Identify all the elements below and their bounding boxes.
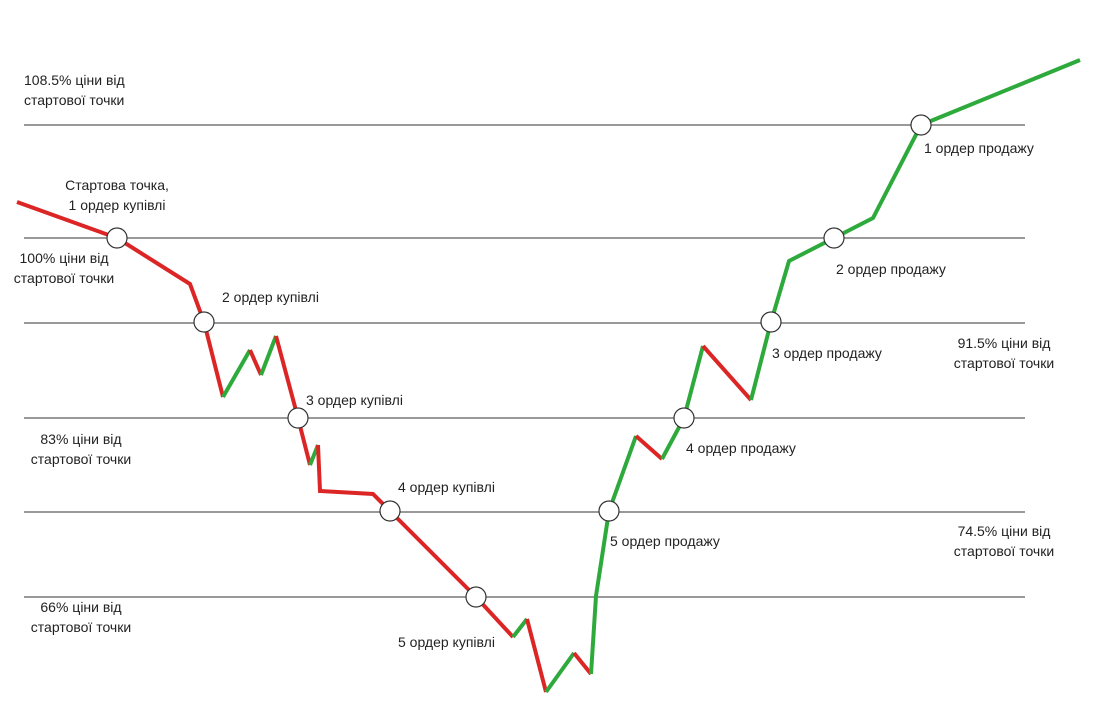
start-point-order: 1 ордер купівлі [68, 197, 166, 213]
price-path-falling-7 [316, 444, 515, 639]
buy-order-5-marker [465, 586, 487, 608]
level-label-line2: стартової точки [24, 92, 125, 108]
buy-order-2-label: 2 ордер купівлі [222, 289, 319, 305]
level-label-line1: 108.5% ціни від [24, 72, 125, 88]
price-path-falling-15 [701, 344, 753, 402]
level-label-66: 66% ціни від стартової точки [22, 597, 140, 637]
sell-order-1-marker [910, 114, 932, 136]
price-path-falling-9 [525, 618, 548, 693]
buy-order-2-marker [193, 311, 215, 333]
price-path-falling-5 [274, 335, 312, 466]
price-path-falling-13 [634, 434, 664, 461]
level-label-line1: 100% ціни від [19, 250, 109, 266]
level-label-line2: стартової точки [30, 451, 132, 467]
level-label-100: 100% ціни від стартової точки [6, 248, 122, 288]
price-path-rising-10 [544, 651, 576, 694]
buy-order-3-marker [287, 407, 309, 429]
level-label-91-5: 91.5% ціни від стартової точки [942, 333, 1066, 373]
level-label-line1: 66% ціни від [40, 599, 122, 615]
level-label-108-5: 108.5% ціни від стартової точки [24, 70, 125, 110]
sell-order-4-label: 4 ордер продажу [686, 440, 796, 456]
buy-order-4-marker [379, 500, 401, 522]
level-label-line2: стартової точки [953, 543, 1055, 559]
sell-order-2-label: 2 ордер продажу [836, 261, 946, 277]
sell-order-5-label: 5 ордер продажу [610, 533, 720, 549]
price-path-falling-1 [16, 200, 225, 398]
sell-order-3-marker [760, 311, 782, 333]
buy-order-4-label: 4 ордер купівлі [398, 479, 495, 495]
start-point-marker [106, 227, 128, 249]
buy-order-5-label: 5 ордер купівлі [398, 634, 495, 650]
price-path-falling-3 [248, 349, 263, 376]
level-label-line1: 91.5% ціни від [957, 335, 1051, 351]
level-label-83: 83% ціни від стартової точки [22, 429, 140, 469]
sell-order-1-label: 1 ордер продажу [924, 140, 1034, 156]
level-label-74-5: 74.5% ціни від стартової точки [942, 521, 1066, 561]
sell-order-4-marker [673, 407, 695, 429]
level-label-line2: стартової точки [30, 619, 132, 635]
sell-order-5-marker [598, 500, 620, 522]
price-path-rising-4 [259, 335, 278, 376]
sell-order-3-label: 3 ордер продажу [772, 345, 882, 361]
start-point-title: Стартова точка, [65, 177, 169, 193]
buy-order-3-label: 3 ордер купівлі [306, 392, 403, 408]
price-path-rising-8 [511, 617, 529, 639]
level-label-line2: стартової точки [953, 355, 1055, 371]
price-path-falling-11 [572, 651, 593, 676]
level-label-line1: 74.5% ціни від [957, 523, 1051, 539]
start-point-label: Стартова точка, 1 ордер купівлі [50, 175, 184, 215]
level-label-line2: стартової точки [13, 270, 115, 286]
sell-order-2-marker [823, 227, 845, 249]
level-label-line1: 83% ціни від [40, 431, 122, 447]
price-path-rising-2 [221, 349, 252, 398]
price-path-rising-12 [589, 435, 638, 675]
